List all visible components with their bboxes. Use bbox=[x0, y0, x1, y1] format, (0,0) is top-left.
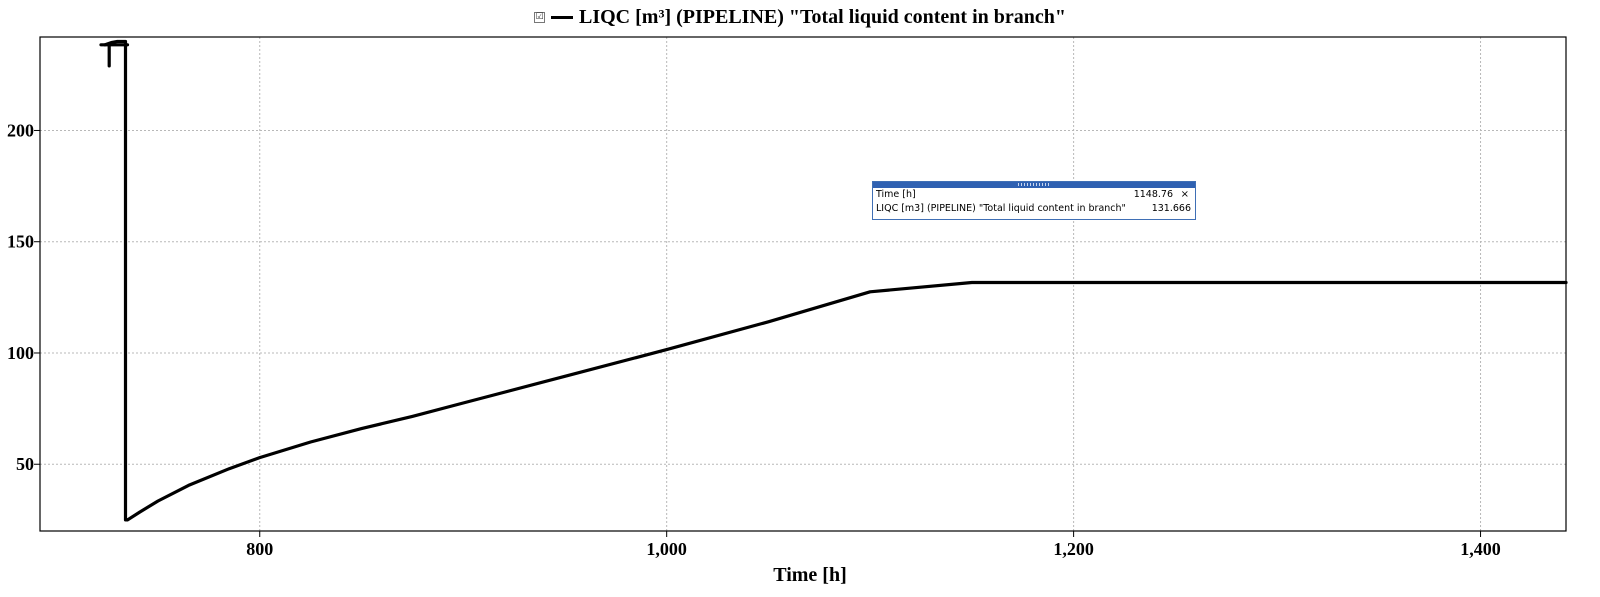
drag-grip-icon[interactable] bbox=[1018, 183, 1050, 186]
tooltip-time-label: Time [h] bbox=[876, 189, 916, 200]
x-tick-label: 1,200 bbox=[1053, 539, 1094, 559]
y-tick-label: 150 bbox=[7, 232, 34, 252]
series-line bbox=[103, 39, 1568, 522]
value-tooltip[interactable]: Time [h] 1148.76 × LIQC [m3] (PIPELINE) … bbox=[872, 181, 1196, 220]
y-tick-label: 200 bbox=[7, 120, 34, 140]
close-icon[interactable]: × bbox=[1180, 189, 1189, 200]
tooltip-title-bar[interactable] bbox=[873, 182, 1195, 188]
annotation-marks bbox=[99, 43, 130, 68]
series-layer bbox=[103, 39, 1568, 522]
y-tick-label: 100 bbox=[7, 343, 34, 363]
legend-line-swatch bbox=[551, 15, 573, 19]
tooltip-liqc-value: 131.666 bbox=[1151, 203, 1191, 214]
x-axis-label: Time [h] bbox=[773, 564, 847, 586]
tooltip-time-value: 1148.76 bbox=[1133, 189, 1173, 200]
y-tick-label: 50 bbox=[16, 454, 34, 474]
legend: ☑ LIQC [m³] (PIPELINE) "Total liquid con… bbox=[0, 4, 1600, 30]
legend-checkbox[interactable]: ☑ bbox=[534, 11, 545, 23]
x-tick-label: 1,400 bbox=[1460, 539, 1501, 559]
x-tick-label: 1,000 bbox=[646, 539, 687, 559]
tooltip-liqc-label: LIQC [m3] (PIPELINE) "Total liquid conte… bbox=[876, 203, 1126, 214]
legend-label: LIQC [m³] (PIPELINE) "Total liquid conte… bbox=[579, 5, 1066, 28]
tooltip-row-time: Time [h] 1148.76 × bbox=[873, 188, 1195, 202]
axes bbox=[34, 36, 1567, 537]
x-tick-label: 800 bbox=[246, 539, 273, 559]
tick-labels: 800 1,000 1,200 1,400 50 100 150 200 bbox=[7, 120, 1501, 559]
tooltip-row-liqc: LIQC [m3] (PIPELINE) "Total liquid conte… bbox=[873, 202, 1195, 216]
